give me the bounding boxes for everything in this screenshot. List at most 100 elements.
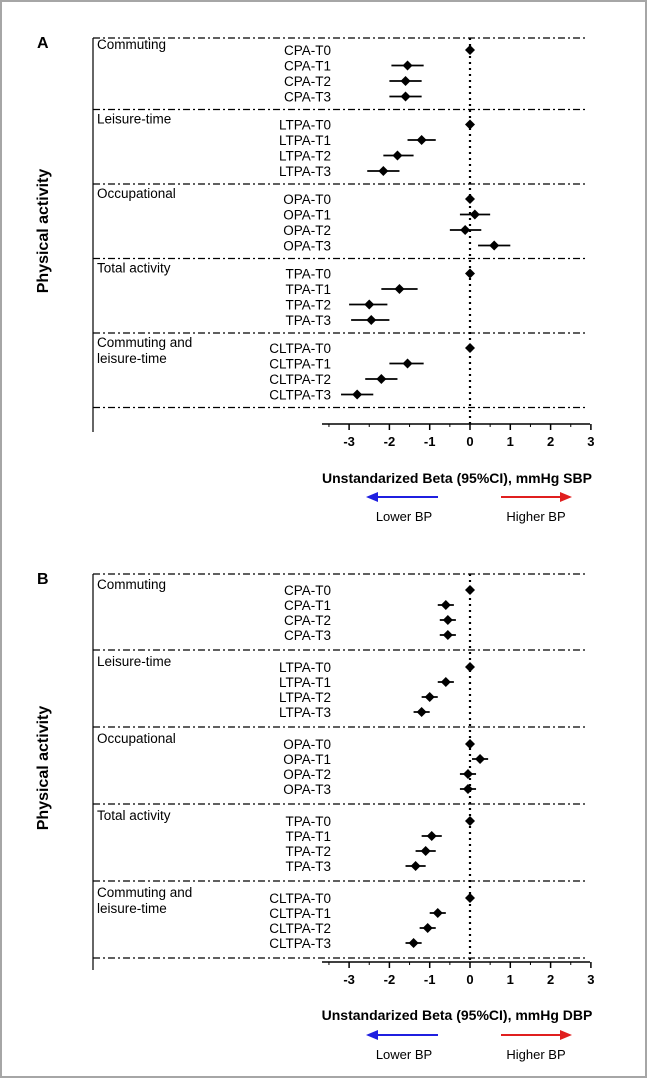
x-tick-label: -3 [343, 972, 355, 987]
point-estimate-marker [462, 769, 473, 779]
group-label: Occupational [97, 731, 176, 746]
point-estimate-marker [422, 923, 433, 933]
row-label: CLTPA-T2 [269, 372, 331, 387]
row-label: LTPA-T3 [279, 705, 331, 720]
lower-bp-arrow-head [366, 1030, 378, 1040]
x-tick-label: 1 [507, 972, 514, 987]
point-estimate-marker [442, 615, 453, 625]
point-estimate-marker [426, 831, 437, 841]
point-estimate-marker [392, 150, 403, 161]
row-label: CPA-T2 [284, 613, 331, 628]
lower-bp-label: Lower BP [376, 1047, 432, 1062]
row-label: TPA-T0 [285, 267, 331, 282]
point-estimate-marker [465, 585, 475, 595]
point-estimate-marker [465, 343, 475, 353]
row-label: CLTPA-T3 [269, 936, 331, 951]
x-tick-label: 3 [587, 434, 594, 449]
group-label: Leisure-time [97, 112, 171, 127]
row-label: TPA-T1 [285, 282, 331, 297]
higher-bp-label: Higher BP [506, 509, 565, 524]
group-label: Leisure-time [97, 654, 171, 669]
point-estimate-marker [352, 389, 363, 400]
point-estimate-marker [462, 784, 473, 794]
row-label: CPA-T0 [284, 43, 331, 58]
row-label: OPA-T2 [283, 767, 331, 782]
x-tick-label: -1 [424, 972, 436, 987]
x-axis-label: Unstandarized Beta (95%CI), mmHg DBP [322, 1007, 593, 1023]
point-estimate-marker [432, 908, 443, 918]
group-label: Commuting and leisure-time [97, 885, 192, 916]
x-tick-label: -3 [343, 434, 355, 449]
point-estimate-marker [465, 662, 475, 672]
row-label: LTPA-T0 [279, 660, 331, 675]
point-estimate-marker [489, 240, 500, 251]
row-label: TPA-T0 [285, 814, 331, 829]
point-estimate-marker [465, 119, 475, 130]
row-label: LTPA-T3 [279, 164, 331, 179]
row-label: TPA-T3 [285, 313, 331, 328]
row-label: TPA-T3 [285, 859, 331, 874]
row-label: LTPA-T2 [279, 149, 331, 164]
row-label: LTPA-T1 [279, 133, 331, 148]
point-estimate-marker [469, 209, 480, 220]
point-estimate-marker [364, 299, 375, 310]
group-label: Commuting and leisure-time [97, 335, 192, 366]
row-label: CPA-T2 [284, 74, 331, 89]
x-tick-label: 0 [466, 972, 473, 987]
x-tick-label: -2 [384, 434, 396, 449]
row-label: CLTPA-T0 [269, 891, 331, 906]
point-estimate-marker [424, 692, 435, 702]
point-estimate-marker [400, 76, 411, 86]
x-tick-label: 3 [587, 972, 594, 987]
row-label: OPA-T3 [283, 782, 331, 797]
point-estimate-marker [475, 754, 486, 764]
x-tick-label: -1 [424, 434, 436, 449]
x-tick-label: -2 [384, 972, 396, 987]
point-estimate-marker [440, 600, 451, 610]
lower-bp-label: Lower BP [376, 509, 432, 524]
point-estimate-marker [408, 938, 419, 948]
group-label: Commuting [97, 577, 166, 592]
point-estimate-marker [402, 358, 413, 369]
point-estimate-marker [394, 284, 405, 294]
point-estimate-marker [420, 846, 431, 856]
row-label: CLTPA-T1 [269, 357, 331, 372]
point-estimate-marker [416, 135, 427, 145]
point-estimate-marker [465, 194, 475, 204]
group-label: Occupational [97, 186, 176, 201]
row-label: TPA-T1 [285, 829, 331, 844]
point-estimate-marker [440, 677, 451, 687]
row-label: OPA-T0 [283, 192, 331, 207]
point-estimate-marker [378, 166, 389, 176]
row-label: CLTPA-T1 [269, 906, 331, 921]
group-label: Total activity [97, 261, 171, 276]
point-estimate-marker [366, 315, 377, 325]
row-label: TPA-T2 [285, 844, 331, 859]
point-estimate-marker [410, 861, 421, 871]
x-tick-label: 0 [466, 434, 473, 449]
higher-bp-arrow-head [560, 492, 572, 502]
point-estimate-marker [376, 374, 387, 384]
row-label: OPA-T1 [283, 208, 331, 223]
point-estimate-marker [416, 707, 427, 717]
x-tick-label: 2 [547, 434, 554, 449]
row-label: OPA-T3 [283, 239, 331, 254]
row-label: LTPA-T1 [279, 675, 331, 690]
row-label: CPA-T1 [284, 598, 331, 613]
row-label: TPA-T2 [285, 298, 331, 313]
higher-bp-label: Higher BP [506, 1047, 565, 1062]
higher-bp-arrow-head [560, 1030, 572, 1040]
row-label: CPA-T1 [284, 59, 331, 74]
group-label: Commuting [97, 37, 166, 52]
row-label: LTPA-T2 [279, 690, 331, 705]
group-label: Total activity [97, 808, 171, 823]
row-label: CLTPA-T0 [269, 341, 331, 356]
row-label: LTPA-T0 [279, 118, 331, 133]
y-axis-label: Physical activity [35, 169, 52, 294]
row-label: CPA-T3 [284, 628, 331, 643]
row-label: OPA-T0 [283, 737, 331, 752]
lower-bp-arrow-head [366, 492, 378, 502]
row-label: CPA-T0 [284, 583, 331, 598]
point-estimate-marker [442, 630, 453, 640]
